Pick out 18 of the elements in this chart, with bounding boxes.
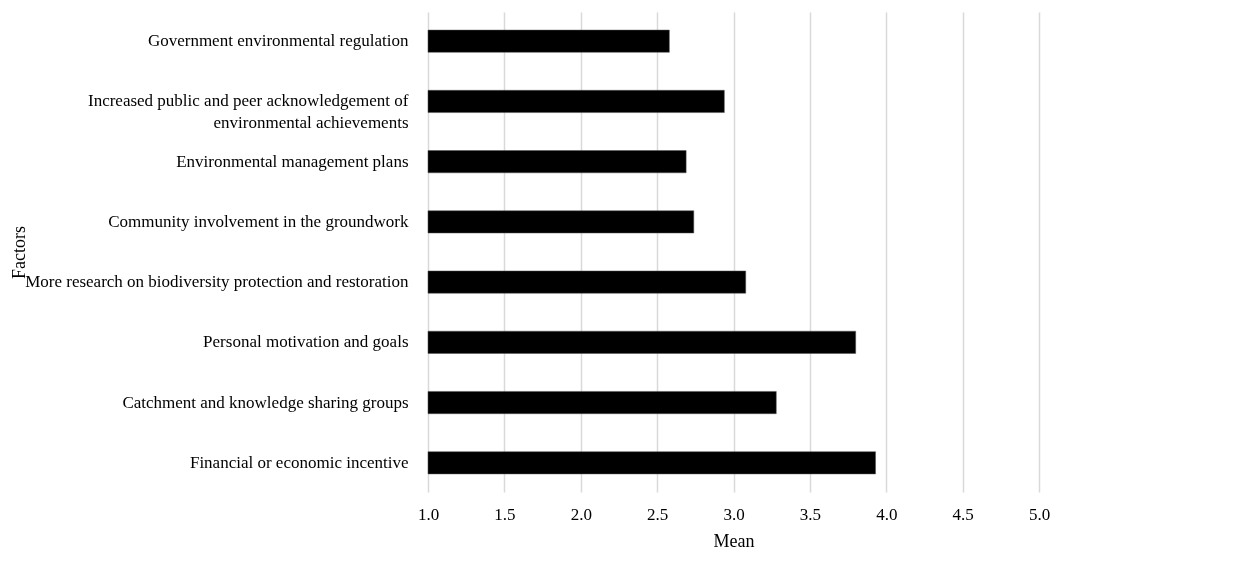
x-tick-label: 4.5 xyxy=(952,504,974,524)
y-tick-label: Increased public and peer acknowledgement of environmental achievements xyxy=(88,91,409,133)
y-tick-label: Financial or economic incentive xyxy=(189,452,409,472)
x-tick-label: 3.5 xyxy=(799,504,821,524)
y-tick-label: Community involvement in the groundwork xyxy=(108,211,409,231)
y-tick-label: Government environmental regulation xyxy=(147,31,409,51)
x-axis-title: Mean xyxy=(713,530,755,551)
y-tick-label: Catchment and knowledge sharing groups xyxy=(122,392,409,412)
x-tick-label: 1.5 xyxy=(494,504,516,524)
x-tick-label: 3.0 xyxy=(723,504,745,524)
y-tick-label: Personal motivation and goals xyxy=(203,332,409,352)
y-tick-label: More research on biodiversity protection and restoration xyxy=(25,272,409,292)
x-tick-label: 2.0 xyxy=(570,504,592,524)
x-tick-label: 5.0 xyxy=(1028,504,1051,524)
y-tick-label: Environmental management plans xyxy=(176,151,409,171)
x-tick-label: 2.5 xyxy=(647,504,669,524)
x-tick-label: 1.0 xyxy=(417,504,440,524)
x-tick-label: 4.0 xyxy=(876,504,898,524)
